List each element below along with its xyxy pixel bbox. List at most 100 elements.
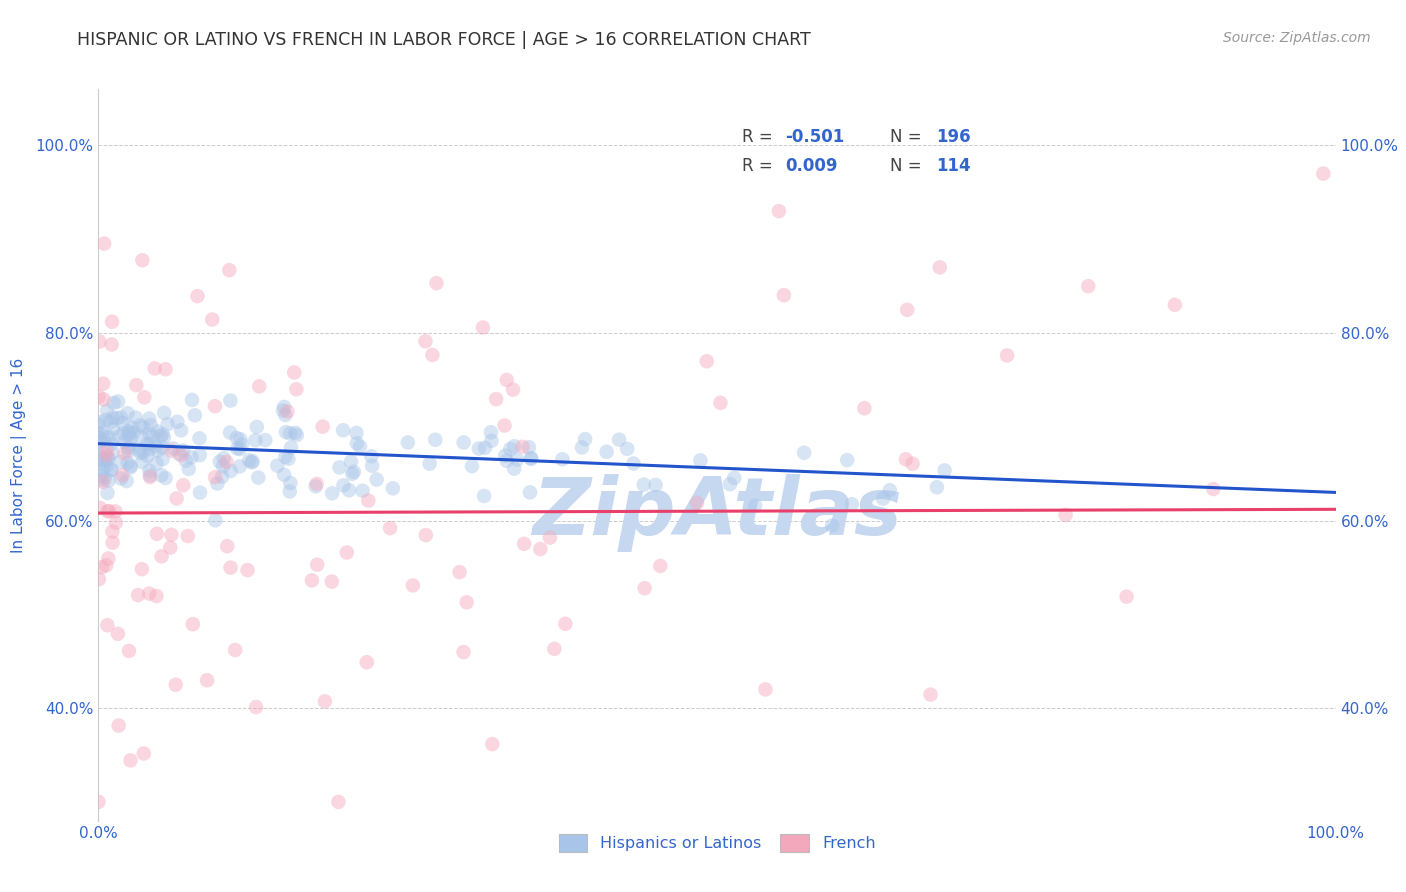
Point (219, 393, 242, 408)
Point (502, 383, 524, 397)
Text: 0.009: 0.009 (785, 157, 838, 175)
Point (87, 795, 110, 809)
Point (101, 445, 124, 459)
Point (138, 426, 160, 441)
Point (538, 531, 561, 545)
Point (91, 376, 114, 391)
Point (180, 450, 202, 465)
Point (277, 451, 299, 466)
Point (512, 440, 534, 454)
Point (143, 361, 166, 376)
Point (273, 467, 295, 482)
Point (165, 678, 187, 692)
Text: R =: R = (742, 157, 778, 175)
Point (145, 457, 167, 471)
Point (138, 464, 160, 478)
Point (623, 457, 645, 471)
Point (853, 401, 876, 416)
Point (208, 454, 231, 468)
Point (305, 479, 328, 493)
Point (1115, 590, 1137, 604)
Point (152, 427, 174, 442)
Point (247, 379, 270, 393)
Point (111, 468, 134, 483)
Point (118, 425, 141, 440)
Point (278, 426, 301, 441)
Point (872, 491, 894, 506)
Point (101, 315, 124, 329)
Point (120, 753, 142, 767)
Point (87, 430, 110, 444)
Point (332, 423, 354, 437)
Point (132, 747, 155, 761)
Point (90, 560, 112, 574)
Point (162, 442, 184, 456)
Point (107, 718, 129, 732)
Point (100, 463, 122, 477)
Point (128, 443, 150, 458)
Point (422, 348, 444, 362)
Point (177, 462, 200, 476)
Point (471, 320, 494, 334)
Point (212, 459, 235, 474)
Point (934, 463, 956, 477)
Point (278, 484, 301, 499)
Point (166, 415, 188, 429)
Point (920, 688, 942, 702)
Point (352, 483, 374, 498)
Point (207, 476, 229, 491)
Text: 196: 196 (936, 128, 970, 145)
Point (574, 432, 596, 446)
Point (105, 411, 128, 425)
Point (110, 455, 132, 469)
Point (360, 449, 382, 463)
Point (111, 416, 134, 430)
Point (115, 474, 138, 488)
Point (87, 417, 110, 432)
Point (177, 529, 200, 543)
Point (166, 491, 188, 506)
Point (146, 443, 169, 458)
Point (155, 362, 177, 376)
Point (224, 643, 246, 657)
Point (89, 334, 111, 349)
Point (159, 541, 181, 555)
Point (184, 409, 207, 423)
Point (280, 441, 302, 455)
Point (146, 526, 169, 541)
Point (768, 204, 790, 219)
Point (97, 474, 120, 488)
Point (381, 481, 404, 495)
Point (141, 430, 163, 444)
Point (170, 423, 193, 437)
Point (91, 475, 114, 489)
Point (97, 551, 120, 566)
Point (120, 460, 142, 475)
Point (226, 442, 249, 456)
Point (129, 418, 152, 433)
Point (101, 422, 124, 436)
Point (96, 558, 118, 573)
Point (149, 429, 172, 443)
Point (91, 453, 114, 467)
Point (101, 535, 124, 549)
Point (332, 478, 354, 492)
Point (131, 253, 153, 268)
Point (247, 470, 270, 484)
Point (236, 563, 259, 577)
Point (129, 446, 152, 460)
Point (131, 562, 153, 576)
Point (495, 373, 517, 387)
Point (328, 460, 350, 475)
Point (336, 545, 359, 559)
Point (314, 694, 336, 708)
Point (346, 425, 368, 440)
Point (96, 486, 118, 500)
Point (494, 418, 516, 433)
Point (340, 455, 363, 469)
Point (110, 410, 132, 425)
Point (519, 485, 541, 500)
Point (274, 425, 297, 439)
Point (120, 432, 142, 446)
Point (689, 453, 711, 467)
